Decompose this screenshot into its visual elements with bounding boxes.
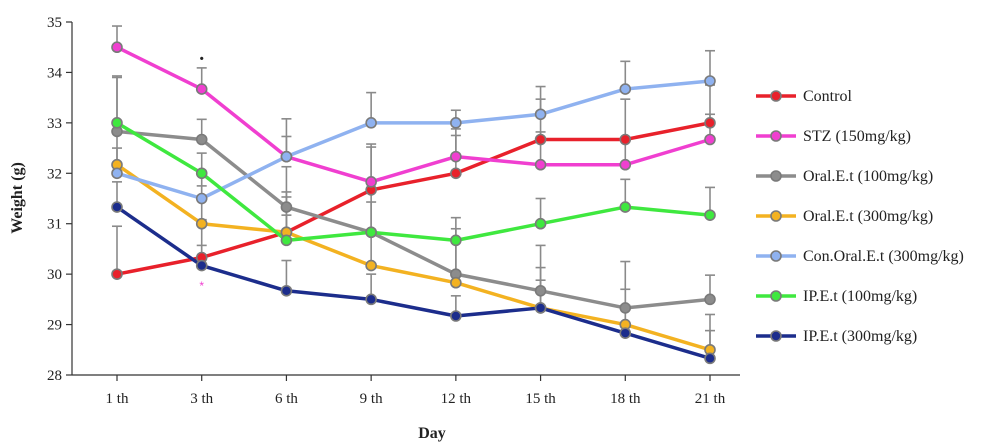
data-point xyxy=(195,217,208,230)
data-point xyxy=(111,41,123,54)
x-tick-label: 18 th xyxy=(610,391,641,407)
legend-label: IP.E.t (100mg/kg) xyxy=(803,288,917,305)
data-point xyxy=(365,259,377,272)
y-tick-label: 33 xyxy=(47,116,62,132)
data-point xyxy=(704,293,716,306)
data-point xyxy=(534,108,547,121)
data-point xyxy=(534,158,547,171)
y-tick-label: 31 xyxy=(47,217,62,233)
data-point xyxy=(619,133,632,146)
y-tick-label: 30 xyxy=(47,267,62,283)
legend-swatch-marker xyxy=(770,330,782,342)
data-point xyxy=(365,176,377,188)
legend-swatch-marker xyxy=(770,130,782,142)
data-point xyxy=(450,310,462,322)
legend-swatch-marker xyxy=(770,210,782,222)
x-axis-title: Day xyxy=(418,425,446,442)
data-point xyxy=(619,302,632,314)
x-tick-label: 12 th xyxy=(441,391,472,407)
annotations: •* xyxy=(199,51,204,293)
legend-label: Con.Oral.E.t (300mg/kg) xyxy=(803,248,964,265)
series-line-3 xyxy=(115,163,711,352)
data-point xyxy=(619,158,632,171)
data-points xyxy=(111,41,716,365)
data-point xyxy=(111,167,123,180)
error-bars xyxy=(112,25,715,359)
legend-swatch-marker xyxy=(770,250,782,262)
data-point xyxy=(619,327,632,339)
data-point xyxy=(195,133,208,146)
axes xyxy=(71,22,740,376)
data-point xyxy=(534,284,547,297)
data-point xyxy=(619,201,632,213)
data-point xyxy=(450,150,462,163)
series-line-2 xyxy=(116,129,711,310)
data-point xyxy=(195,259,208,272)
y-ticks: 28 29 30 31 32 33 34 35 xyxy=(47,15,72,384)
x-tick-label: 15 th xyxy=(525,391,556,407)
legend-label: Oral.E.t (300mg/kg) xyxy=(803,208,933,225)
x-tick-label: 6 th xyxy=(275,391,298,407)
data-point xyxy=(450,276,462,289)
x-tick-label: 3 th xyxy=(190,391,213,407)
y-axis-title: Weight (g) xyxy=(9,162,26,234)
data-point xyxy=(111,201,123,213)
data-point xyxy=(280,201,293,213)
data-point xyxy=(534,133,547,146)
data-point xyxy=(619,83,632,95)
series-line-4 xyxy=(116,79,711,201)
y-tick-label: 35 xyxy=(47,15,62,31)
data-point xyxy=(111,268,123,280)
series-line-6 xyxy=(116,205,711,361)
series-line-1 xyxy=(116,45,711,184)
series-line-0 xyxy=(116,121,711,276)
legend-label: STZ (150mg/kg) xyxy=(803,128,911,145)
legend-swatch-marker xyxy=(770,290,782,302)
data-point xyxy=(365,117,377,129)
y-tick-label: 28 xyxy=(47,368,62,384)
legend-label: Control xyxy=(803,88,852,105)
y-tick-label: 29 xyxy=(47,318,62,334)
legend-swatch-marker xyxy=(770,170,782,182)
y-tick-label: 34 xyxy=(47,65,63,81)
data-point xyxy=(704,133,716,146)
data-point xyxy=(704,352,716,365)
x-tick-label: 9 th xyxy=(360,391,383,407)
x-tick-label: 1 th xyxy=(106,391,129,407)
series-lines xyxy=(115,45,711,361)
x-tick-label: 21 th xyxy=(695,391,726,407)
significance-marker: • xyxy=(200,51,204,65)
data-point xyxy=(534,217,547,230)
data-point xyxy=(111,117,123,129)
data-point xyxy=(280,284,293,297)
data-point xyxy=(704,209,716,221)
series-line-5 xyxy=(116,121,711,243)
data-point xyxy=(450,117,462,129)
x-ticks: 1 th 3 th 6 th 9 th 12 th 15 th 18 th 21 th xyxy=(106,375,726,407)
data-point xyxy=(365,293,377,306)
y-tick-label: 32 xyxy=(47,166,62,182)
data-point xyxy=(195,167,208,180)
data-point xyxy=(704,117,716,129)
data-point xyxy=(195,83,208,95)
data-point xyxy=(195,192,208,205)
data-point xyxy=(534,302,547,314)
data-point xyxy=(704,75,716,87)
significance-marker: * xyxy=(199,279,204,293)
data-point xyxy=(280,234,293,247)
legend: Control STZ (150mg/kg) Oral.E.t (100mg/kg)… xyxy=(756,88,964,345)
data-point xyxy=(450,167,462,180)
legend-label: IP.E.t (300mg/kg) xyxy=(803,328,917,345)
data-point xyxy=(365,226,377,239)
legend-swatch-marker xyxy=(770,90,782,102)
data-point xyxy=(450,234,462,247)
data-point xyxy=(280,150,293,163)
legend-label: Oral.E.t (100mg/kg) xyxy=(803,168,933,185)
